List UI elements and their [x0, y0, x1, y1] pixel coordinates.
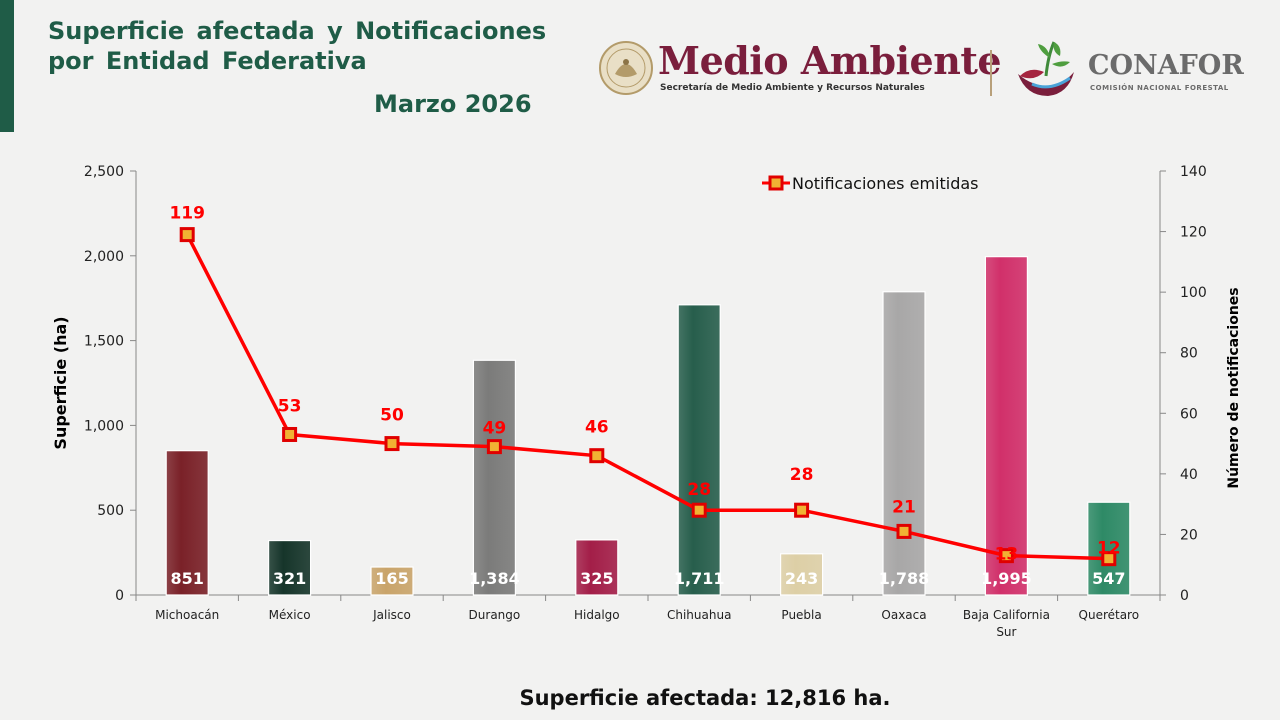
x-tick-label: Hidalgo — [574, 608, 620, 622]
y2-tick-label: 100 — [1180, 285, 1207, 301]
bar — [677, 304, 721, 596]
bar-value-label: 165 — [375, 569, 408, 588]
bar — [370, 566, 414, 596]
line-marker — [282, 426, 298, 442]
notifications-line — [185, 233, 1109, 561]
line-value-label: 50 — [380, 406, 404, 426]
line-marker — [384, 436, 400, 452]
national-seal-icon — [599, 41, 653, 95]
x-tick-label: México — [269, 608, 311, 622]
summary-footer: Superficie afectada: 12,816 ha. — [519, 686, 891, 710]
y2-tick-label: 40 — [1180, 467, 1198, 483]
y-tick-label: 2,000 — [84, 249, 124, 265]
brand-medio-ambiente: Medio Ambiente — [658, 38, 1002, 83]
x-tick-label: Michoacán — [155, 608, 219, 622]
x-tick-label: Oaxaca — [881, 608, 926, 622]
line-value-label: 46 — [585, 418, 609, 438]
bar — [575, 539, 619, 596]
bar — [472, 359, 516, 596]
bar-value-label: 321 — [273, 569, 306, 588]
line-value-label: 53 — [278, 396, 302, 416]
line-marker — [1101, 551, 1117, 567]
page-title: Superficie afectada y Notificaciones por… — [48, 17, 547, 75]
line-value-label: 21 — [892, 497, 916, 517]
brand-medio-ambiente-subtitle: Secretaría de Medio Ambiente y Recursos … — [660, 83, 925, 93]
y-tick-label: 1,500 — [84, 334, 124, 350]
x-tick-label: Jalisco — [372, 608, 411, 622]
x-tick-label: Chihuahua — [667, 608, 731, 622]
line-value-label: 119 — [169, 204, 205, 224]
y-tick-label: 1,000 — [84, 418, 124, 434]
legend-label: Notificaciones emitidas — [792, 174, 978, 193]
y-tick-label: 0 — [115, 588, 124, 604]
y-tick-label: 500 — [97, 503, 124, 519]
logo-divider — [990, 50, 992, 96]
conafor-tree-icon — [1018, 41, 1074, 96]
line-marker — [589, 448, 605, 464]
line-marker — [691, 502, 707, 518]
x-tick-label: Baja California — [963, 608, 1050, 622]
line-value-label: 12 — [1097, 539, 1121, 559]
bar-value-label: 1,995 — [981, 569, 1032, 588]
line-marker — [896, 523, 912, 539]
bar-value-label: 243 — [785, 569, 818, 588]
y2-tick-label: 20 — [1180, 527, 1198, 543]
bar — [268, 539, 312, 596]
x-tick-label: Querétaro — [1079, 608, 1140, 622]
x-tick-label: Durango — [469, 608, 521, 622]
bar — [882, 291, 926, 596]
y2-tick-label: 120 — [1180, 225, 1207, 241]
y-tick-label: 2,500 — [84, 164, 124, 180]
line-marker — [179, 227, 195, 243]
line-marker — [794, 502, 810, 518]
y2-tick-label: 0 — [1180, 588, 1189, 604]
x-tick-label: Sur — [996, 625, 1016, 639]
line-value-label: 13 — [995, 545, 1019, 565]
bar — [165, 450, 209, 596]
brand-conafor-subtitle: COMISIÓN NACIONAL FORESTAL — [1090, 84, 1229, 92]
x-tick-label: Puebla — [781, 608, 821, 622]
header-accent-bar — [0, 0, 14, 132]
y2-tick-label: 140 — [1180, 164, 1207, 180]
line-value-label: 49 — [483, 419, 507, 439]
bar-value-label: 325 — [580, 569, 613, 588]
brand-conafor: CONAFOR — [1088, 50, 1244, 81]
y2-tick-label: 80 — [1180, 346, 1198, 362]
line-marker — [486, 439, 502, 455]
bar — [1087, 501, 1131, 596]
bar-value-label: 1,384 — [469, 569, 520, 588]
y2-axis-title: Número de notificaciones — [1226, 287, 1242, 488]
line-value-label: 28 — [790, 465, 814, 485]
logo-area: Medio Ambiente Secretaría de Medio Ambie… — [598, 36, 1258, 106]
bar-value-label: 1,711 — [674, 569, 725, 588]
legend-marker-swatch — [768, 175, 784, 191]
page-subtitle: Marzo 2026 — [374, 90, 532, 118]
bar-value-label: 851 — [170, 569, 203, 588]
line-value-label: 28 — [687, 480, 711, 500]
bar — [984, 256, 1029, 596]
y-axis-title: Superficie (ha) — [51, 316, 70, 449]
bar-value-label: 547 — [1092, 569, 1125, 588]
bar — [779, 553, 824, 596]
y2-tick-label: 60 — [1180, 406, 1198, 422]
line-marker — [998, 548, 1014, 564]
bar-value-label: 1,788 — [879, 569, 930, 588]
